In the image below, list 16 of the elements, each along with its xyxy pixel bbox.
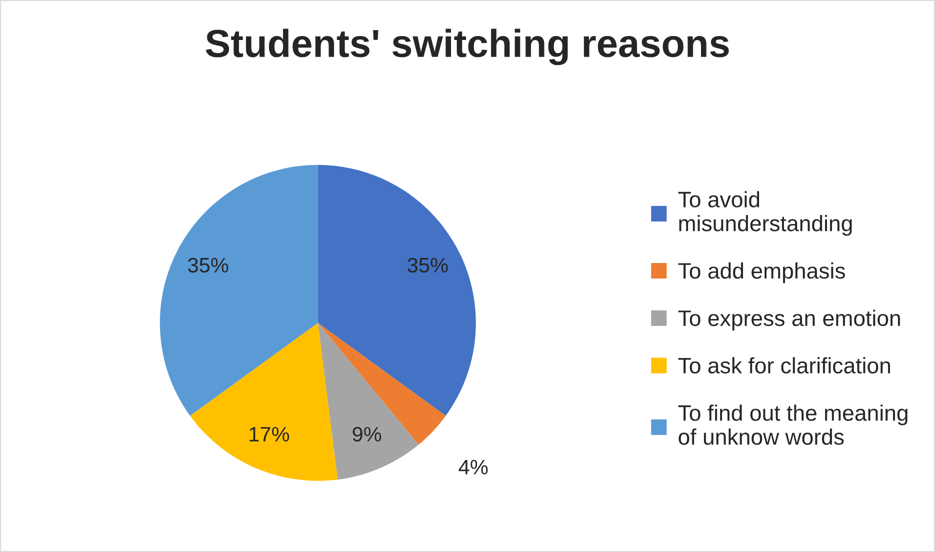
pie-slice <box>318 164 476 416</box>
data-label: 35% <box>408 258 448 273</box>
data-label: 9% <box>352 426 382 442</box>
legend-label: To avoid misunderstanding <box>678 191 852 236</box>
legend-label: To ask for clarification <box>678 357 890 374</box>
data-label: 4% <box>458 460 488 474</box>
pie-slice <box>190 322 338 481</box>
chart-title: Students' switching reasons <box>206 28 729 66</box>
pie-slice <box>160 164 318 416</box>
legend-label: To express an emotion <box>678 310 900 331</box>
pie-slice <box>318 322 419 480</box>
legend-label: To find out the meaning of unknow words <box>678 404 908 445</box>
pie-slice <box>318 322 446 445</box>
data-label: 17% <box>250 426 290 442</box>
legend-label: To add emphasis <box>678 262 845 284</box>
data-label: 35% <box>188 258 228 273</box>
